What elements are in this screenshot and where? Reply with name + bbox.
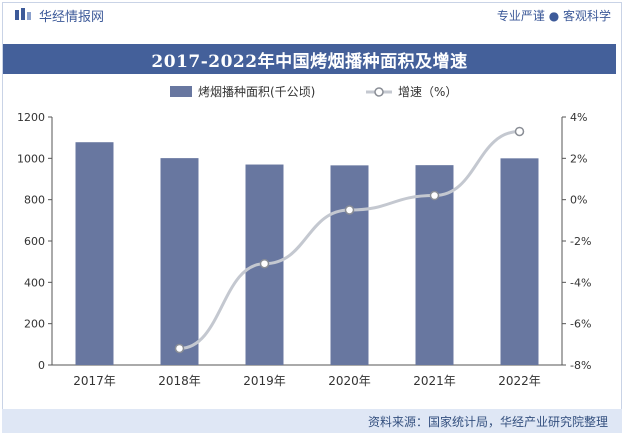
x-tick-label: 2017年 bbox=[73, 374, 116, 388]
growth-point bbox=[429, 190, 440, 201]
y-left-tick-label: 600 bbox=[24, 235, 45, 248]
growth-point bbox=[259, 258, 270, 269]
y-right-tick-label: 2% bbox=[570, 152, 587, 165]
x-tick-label: 2019年 bbox=[243, 374, 286, 388]
y-left-tick-label: 400 bbox=[24, 276, 45, 289]
growth-point bbox=[174, 343, 185, 354]
legend-label-growth: 增速（%） bbox=[398, 85, 457, 99]
x-tick-label: 2020年 bbox=[328, 374, 371, 388]
x-tick-label: 2022年 bbox=[498, 374, 541, 388]
y-right-tick-label: -2% bbox=[570, 235, 591, 248]
brand: 华经情报网 bbox=[15, 6, 104, 25]
y-right-tick-label: -8% bbox=[570, 359, 591, 372]
source-note: 资料来源：国家统计局，华经产业研究院整理 bbox=[367, 414, 608, 429]
brand-name: 华经情报网 bbox=[39, 9, 105, 25]
top-bar: 华经情报网 专业严谨 ● 客观科学 bbox=[3, 3, 621, 27]
bar bbox=[160, 158, 199, 365]
footer-bar: 资料来源：国家统计局，华经产业研究院整理 bbox=[2, 409, 622, 433]
bar bbox=[75, 142, 114, 365]
growth-point bbox=[344, 205, 355, 215]
legend-swatch-marker bbox=[374, 87, 384, 97]
y-left-tick-label: 1000 bbox=[17, 152, 45, 165]
legend-label-area: 烤烟播种面积(千公顷) bbox=[198, 84, 315, 99]
brand-logo-icon bbox=[15, 8, 31, 20]
growth-line bbox=[179, 129, 520, 350]
bar bbox=[500, 158, 539, 365]
y-right-tick-label: 4% bbox=[570, 111, 587, 124]
x-tick-label: 2018年 bbox=[158, 374, 201, 388]
y-right-tick-label: 0% bbox=[570, 194, 587, 207]
slogan: 专业严谨 ● 客观科学 bbox=[496, 8, 611, 23]
y-left-tick-label: 800 bbox=[24, 194, 45, 207]
bar bbox=[330, 165, 369, 365]
legend-swatch-bar bbox=[170, 86, 192, 97]
x-tick-label: 2021年 bbox=[413, 374, 456, 388]
chart-title: 2017-2022年中国烤烟播种面积及增速 bbox=[3, 44, 616, 74]
growth-point bbox=[514, 126, 525, 137]
y-left-tick-label: 0 bbox=[38, 359, 45, 372]
y-right-tick-label: -6% bbox=[570, 318, 591, 331]
y-left-tick-label: 1200 bbox=[17, 111, 45, 124]
y-left-tick-label: 200 bbox=[24, 318, 45, 331]
y-right-tick-label: -4% bbox=[570, 276, 591, 289]
